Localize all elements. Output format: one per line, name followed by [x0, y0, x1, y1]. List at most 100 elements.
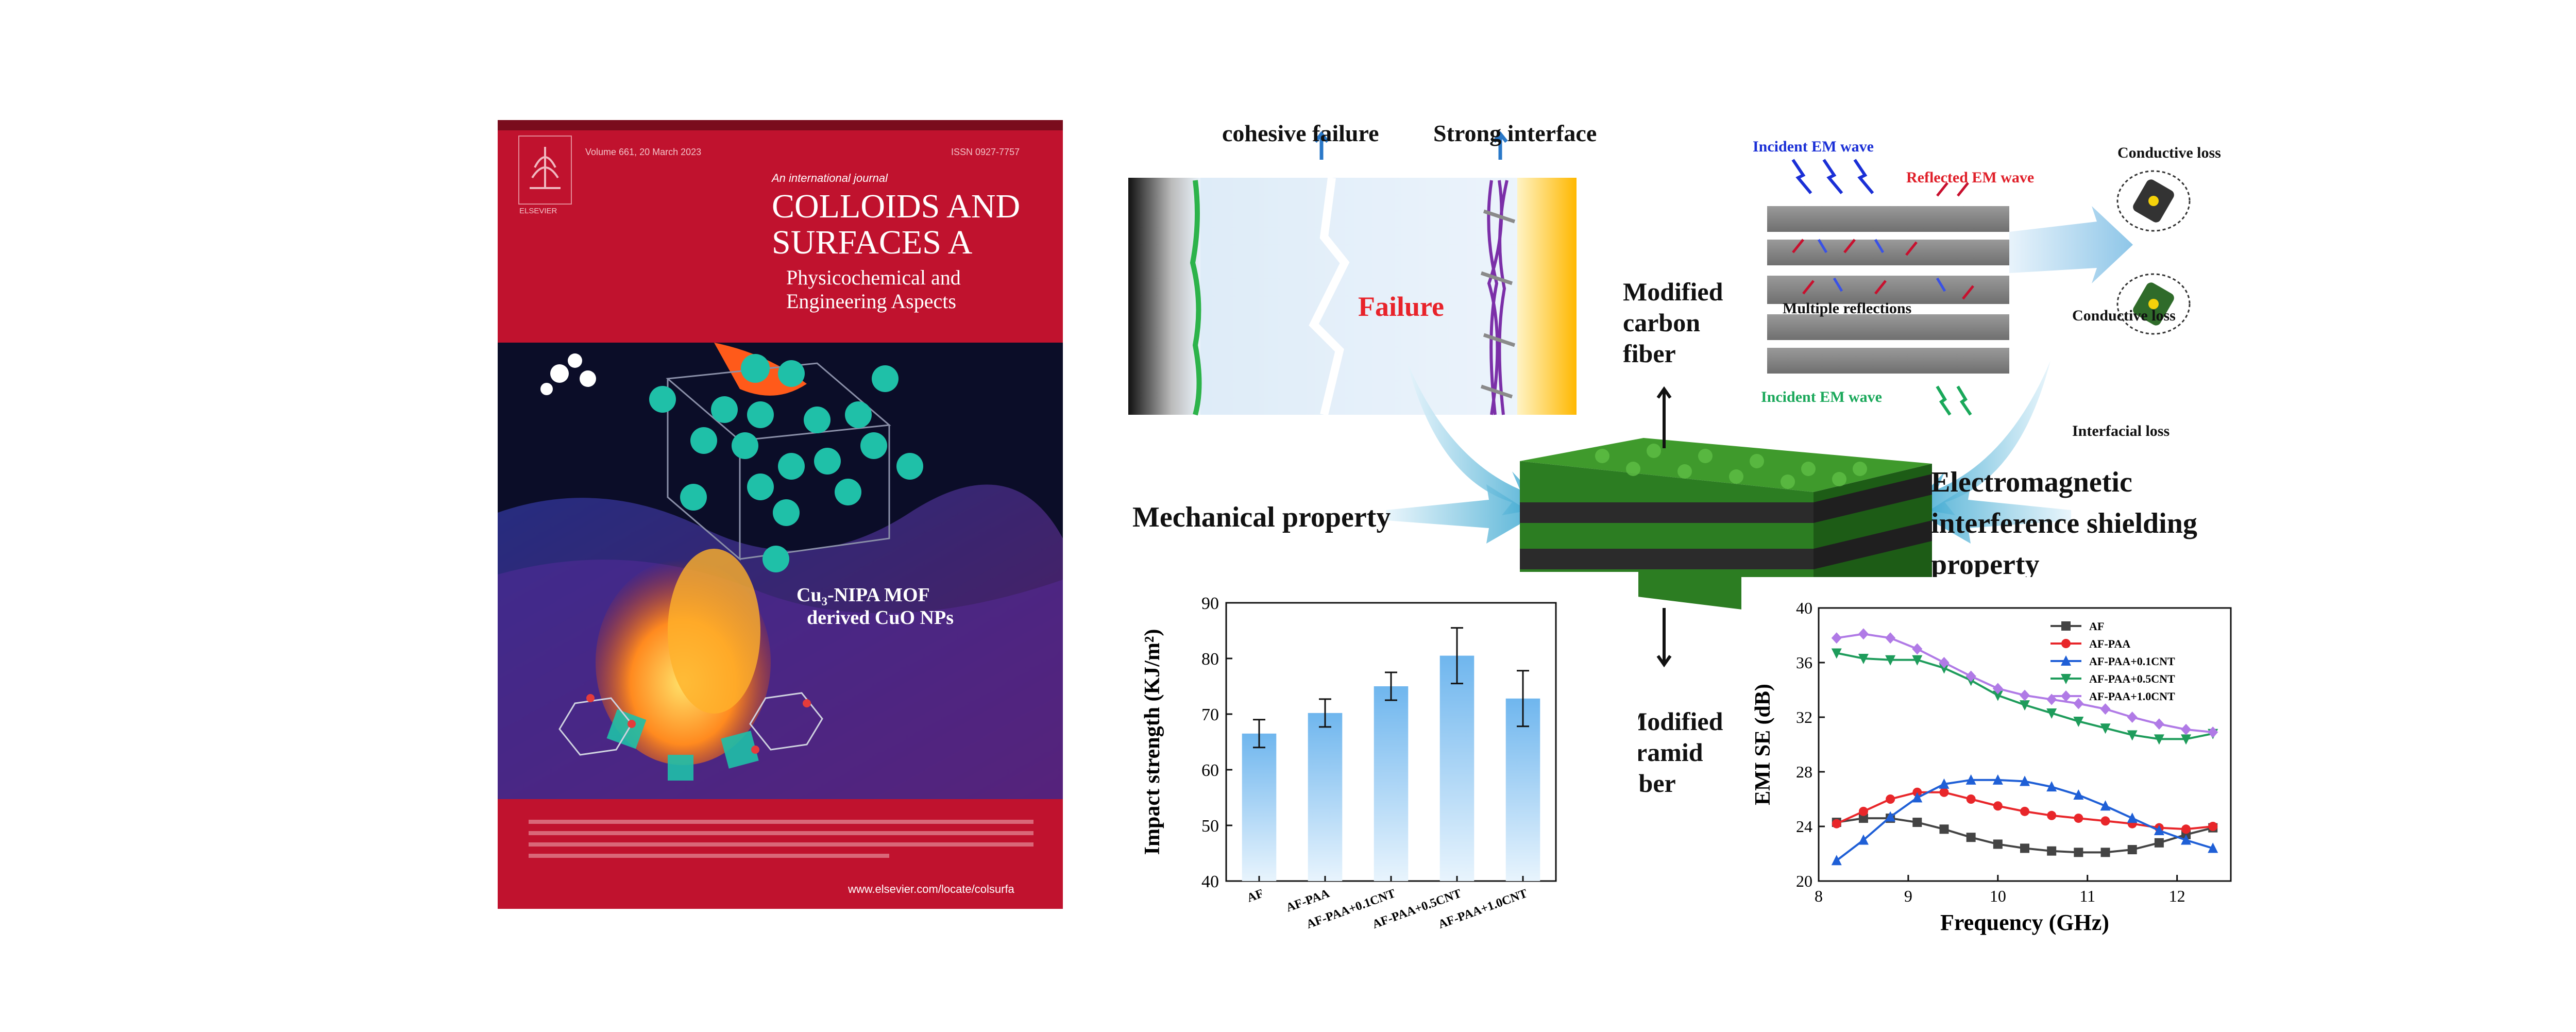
data-point	[2208, 842, 2218, 853]
data-point	[1831, 855, 1842, 866]
data-point	[2047, 810, 2057, 820]
data-point	[1939, 657, 1950, 668]
data-point	[2181, 834, 2192, 845]
cover-abstract-line	[529, 842, 1033, 847]
y-tick-label: 32	[1796, 708, 1812, 726]
data-point	[2100, 723, 2111, 734]
label-failure: Failure	[1358, 291, 1444, 322]
bar	[1374, 686, 1409, 881]
data-point	[2020, 689, 2030, 701]
cover-header-band	[498, 120, 1063, 343]
legend-label: AF-PAA+0.5CNT	[2089, 672, 2175, 685]
data-point	[1885, 655, 1896, 666]
data-point	[1858, 654, 1869, 665]
data-point	[2100, 800, 2111, 811]
label-carbon-fiber-line: fiber	[1623, 339, 1676, 368]
data-point	[2154, 734, 2164, 745]
data-point	[1992, 774, 2003, 785]
data-point	[1912, 818, 1922, 827]
data-point	[2100, 703, 2111, 715]
y-tick-label: 60	[1201, 761, 1219, 780]
label-carbon-fiber: Modified carbon fiber	[1623, 276, 1723, 369]
data-point	[1939, 778, 1950, 789]
data-point	[2208, 822, 2218, 831]
cover-artwork	[498, 343, 1063, 799]
bar	[1308, 713, 1343, 881]
legend-marker	[2061, 639, 2071, 648]
cover-volume: Volume 661, 20 March 2023	[585, 147, 702, 157]
y-tick-label: 70	[1201, 705, 1219, 724]
label-carbon-fiber-line: Modified	[1623, 277, 1723, 306]
data-point	[1885, 811, 1896, 822]
data-point	[2073, 789, 2084, 800]
legend-label: AF-PAA	[2089, 637, 2130, 650]
data-point	[1993, 801, 2003, 811]
cover-abstract-line	[529, 831, 1033, 835]
data-point	[1831, 648, 1842, 659]
x-tick-label: 12	[2169, 887, 2185, 905]
label-mechanical-property: Mechanical property	[1132, 501, 1391, 533]
data-point	[1966, 833, 1976, 842]
y-tick-label: 50	[1201, 817, 1219, 836]
data-point	[2073, 716, 2084, 727]
x-tick-label: 8	[1815, 887, 1823, 905]
y-tick-label: 80	[1201, 650, 1219, 669]
label-interfacial-loss: Interfacial loss	[2072, 422, 2170, 439]
data-point	[2181, 824, 2191, 834]
data-point	[1858, 814, 1868, 823]
data-point	[1939, 787, 1949, 797]
label-incident-bottom: Incident EM wave	[1761, 388, 1882, 405]
cover-url: www.elsevier.com/locate/colsurfa	[848, 883, 1014, 895]
data-point	[2074, 814, 2083, 823]
cover-feature-line2: derived CuO NPs	[807, 607, 954, 629]
data-point	[1885, 632, 1896, 644]
data-point	[2154, 838, 2164, 848]
x-tick-label: 10	[1990, 887, 2006, 905]
elsevier-logo	[518, 136, 572, 205]
y-tick-label: 40	[1201, 872, 1219, 891]
x-tick-label: AF	[1245, 887, 1265, 905]
data-point	[2020, 806, 2029, 816]
legend-marker	[2061, 690, 2071, 702]
label-emi-line: Electromagnetic	[1931, 466, 2132, 498]
data-point	[2127, 730, 2138, 741]
data-point	[1912, 643, 1923, 655]
data-point	[1831, 632, 1842, 644]
label-carbon-fiber-line: carbon	[1623, 308, 1700, 337]
label-cohesive-failure: cohesive failure	[1222, 120, 1379, 146]
data-point	[2181, 734, 2192, 745]
x-tick-label: 11	[2079, 887, 2095, 905]
data-point	[1912, 792, 1923, 803]
label-incident-top: Incident EM wave	[1753, 138, 1874, 155]
label-emi-property: Electromagnetic interference shielding p…	[1931, 462, 2197, 585]
data-point	[1912, 655, 1923, 666]
data-point	[1939, 824, 1949, 834]
y-tick-label: 20	[1796, 872, 1812, 890]
data-point	[1965, 670, 1976, 682]
emi-scheme	[1767, 159, 2191, 416]
data-point	[1966, 794, 1976, 804]
x-axis-label: Frequency (GHz)	[1940, 910, 2109, 935]
cover-abstract-line	[529, 820, 1033, 824]
label-conductive-loss-1: Conductive loss	[2117, 144, 2221, 161]
x-tick-label: 9	[1904, 887, 1912, 905]
cover-top-strip	[498, 120, 1063, 130]
label-emi-line: interference shielding	[1931, 507, 2197, 539]
data-point	[2047, 846, 2057, 856]
emi-se-chart-panel: 20 24 28 32 36 40 8 9 10 11 12 AF AF-PAA AF-PAA+0.1CN…	[1741, 577, 2257, 948]
data-point	[2127, 845, 2137, 855]
data-point	[2073, 698, 2084, 709]
data-point	[2154, 718, 2164, 730]
interface-schematic	[1128, 131, 1577, 416]
label-reflected: Reflected EM wave	[1906, 169, 2035, 186]
label-emi-line: property	[1931, 549, 2040, 581]
legend-label: AF-PAA+1.0CNT	[2089, 690, 2175, 703]
cover-feature-line1: Cu₃-NIPA MOF	[796, 584, 930, 606]
legend-marker	[2061, 674, 2071, 684]
data-point	[1858, 628, 1869, 640]
data-point	[2020, 700, 2030, 711]
cover-footer-band: www.elsevier.com/locate/colsurfa	[498, 799, 1063, 909]
bar	[1242, 733, 1277, 881]
data-point	[1992, 690, 2003, 701]
y-axis-label: Impact strength (KJ/m²)	[1141, 629, 1164, 855]
